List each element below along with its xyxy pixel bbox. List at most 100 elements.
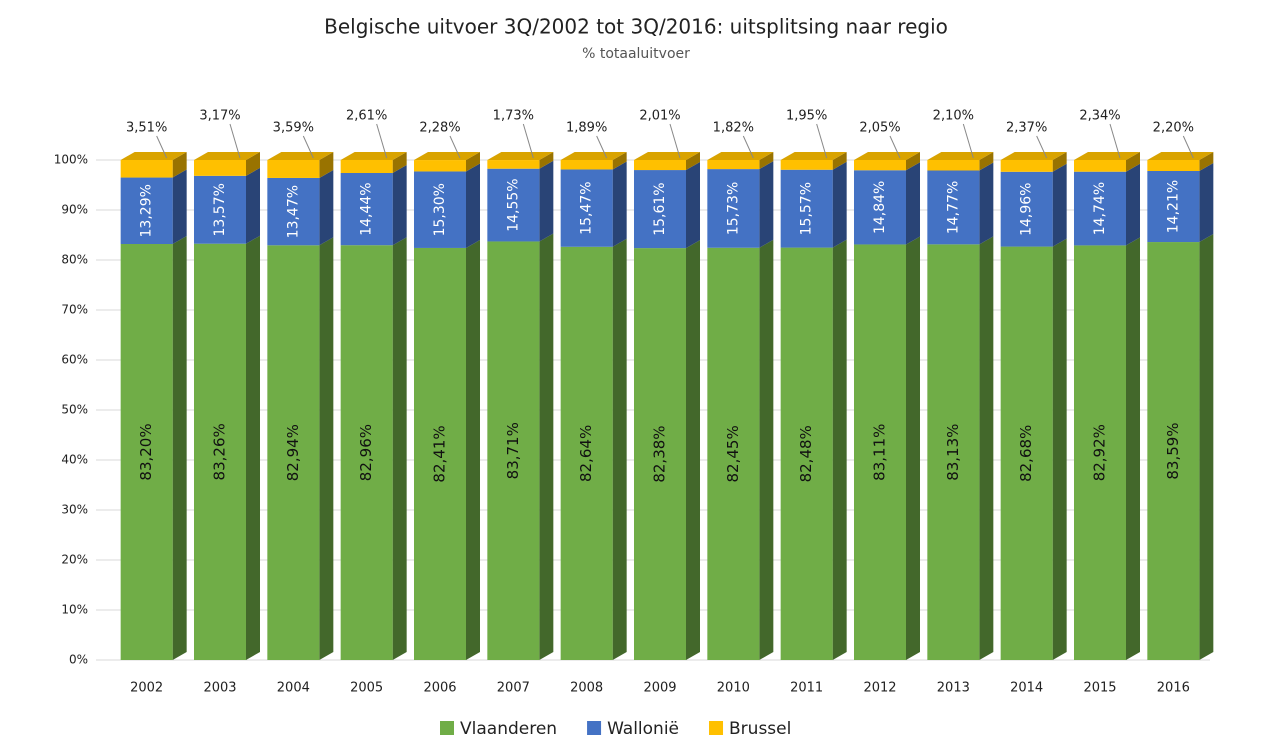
x-tick-label: 2010 bbox=[717, 681, 750, 696]
bar-side bbox=[172, 152, 187, 178]
leader-line bbox=[669, 123, 681, 159]
bar-side bbox=[832, 161, 847, 248]
bar bbox=[1074, 245, 1126, 660]
data-label: 14,84% bbox=[872, 181, 888, 234]
bar-side bbox=[539, 233, 554, 660]
bar bbox=[854, 244, 906, 660]
bar-side bbox=[246, 235, 260, 660]
data-label: 83,59% bbox=[1164, 422, 1182, 479]
data-label: 13,29% bbox=[139, 184, 155, 237]
bar bbox=[927, 160, 980, 171]
x-tick-label: 2013 bbox=[937, 681, 970, 696]
legend-label: Vlaanderen bbox=[460, 719, 557, 738]
data-label: 13,47% bbox=[285, 185, 301, 238]
bar bbox=[780, 247, 833, 660]
x-tick-label: 2012 bbox=[863, 681, 896, 696]
bar bbox=[560, 246, 613, 661]
bar-side bbox=[832, 152, 847, 170]
leader-line bbox=[522, 123, 534, 159]
y-tick-label: 10% bbox=[61, 603, 88, 617]
bar-side bbox=[466, 239, 480, 660]
data-label: 2,01% bbox=[639, 109, 680, 124]
data-label: 15,73% bbox=[725, 182, 741, 235]
data-label: 83,71% bbox=[504, 422, 522, 479]
bar bbox=[340, 245, 393, 660]
bar-side bbox=[392, 151, 407, 173]
bar bbox=[194, 243, 246, 660]
bar bbox=[927, 244, 980, 660]
bar bbox=[854, 160, 906, 171]
data-label: 14,96% bbox=[1019, 183, 1035, 236]
data-label: 2,34% bbox=[1079, 109, 1120, 124]
data-label: 15,47% bbox=[579, 181, 595, 234]
bar-side bbox=[832, 239, 847, 660]
bar-side bbox=[906, 162, 920, 245]
y-tick-label: 70% bbox=[61, 303, 88, 317]
bar-top bbox=[267, 152, 334, 160]
bar-side bbox=[906, 152, 920, 171]
bar-side bbox=[392, 165, 407, 246]
x-tick-label: 2011 bbox=[790, 681, 823, 696]
data-label: 83,13% bbox=[944, 424, 962, 481]
leader-line bbox=[156, 135, 168, 159]
bar bbox=[194, 160, 246, 176]
legend-swatch bbox=[587, 721, 602, 735]
data-label: 1,73% bbox=[493, 109, 534, 124]
bar-side bbox=[539, 152, 554, 169]
bar-side bbox=[979, 236, 994, 660]
bar bbox=[1000, 171, 1053, 247]
data-label: 82,48% bbox=[797, 425, 815, 482]
data-label: 14,21% bbox=[1165, 180, 1181, 233]
bar-side bbox=[906, 236, 920, 660]
data-label: 3,51% bbox=[126, 121, 167, 136]
bar-side bbox=[246, 152, 260, 176]
bar bbox=[120, 177, 173, 244]
leader-line bbox=[596, 135, 608, 159]
x-tick-label: 2002 bbox=[130, 681, 163, 696]
leader-line bbox=[449, 135, 461, 159]
bar bbox=[780, 169, 833, 248]
data-label: 15,30% bbox=[432, 183, 448, 236]
leader-line bbox=[1109, 123, 1121, 159]
chart-title: Belgische uitvoer 3Q/2002 tot 3Q/2016: u… bbox=[324, 15, 948, 39]
bar-top bbox=[927, 152, 994, 160]
leader-line bbox=[816, 123, 828, 159]
bar-side bbox=[1126, 152, 1140, 172]
bar-side bbox=[319, 152, 334, 178]
bar bbox=[1147, 160, 1200, 171]
x-tick-label: 2005 bbox=[350, 681, 383, 696]
bar-side bbox=[1199, 163, 1214, 243]
bar bbox=[560, 160, 613, 170]
bar-top bbox=[560, 152, 627, 160]
data-label: 14,77% bbox=[945, 181, 961, 234]
bar bbox=[560, 169, 613, 247]
bar-side bbox=[1052, 238, 1067, 660]
bar bbox=[1000, 159, 1053, 172]
leader-line bbox=[1036, 135, 1048, 159]
bar-top bbox=[1000, 151, 1067, 160]
data-label: 13,57% bbox=[212, 183, 228, 236]
bar bbox=[1147, 171, 1200, 243]
leader-line bbox=[376, 123, 388, 159]
leader-line bbox=[962, 123, 974, 159]
bar-side bbox=[686, 162, 700, 249]
legend-label: Wallonië bbox=[607, 719, 679, 738]
data-label: 82,38% bbox=[651, 425, 669, 482]
bar bbox=[1074, 171, 1126, 246]
bar bbox=[707, 247, 760, 660]
data-label: 83,20% bbox=[137, 423, 155, 480]
bar-side bbox=[686, 152, 700, 171]
bar bbox=[267, 160, 320, 178]
leader-line bbox=[889, 135, 901, 159]
bar-side bbox=[172, 236, 187, 660]
data-label: 1,82% bbox=[713, 121, 754, 136]
bar-side bbox=[979, 162, 994, 245]
y-tick-label: 80% bbox=[61, 253, 88, 267]
bar-top bbox=[340, 151, 407, 160]
y-tick-label: 20% bbox=[61, 553, 88, 567]
bar bbox=[340, 159, 393, 173]
y-tick-label: 50% bbox=[61, 403, 88, 417]
bar bbox=[634, 170, 686, 249]
bar bbox=[487, 160, 540, 169]
leader-line bbox=[1182, 135, 1194, 159]
